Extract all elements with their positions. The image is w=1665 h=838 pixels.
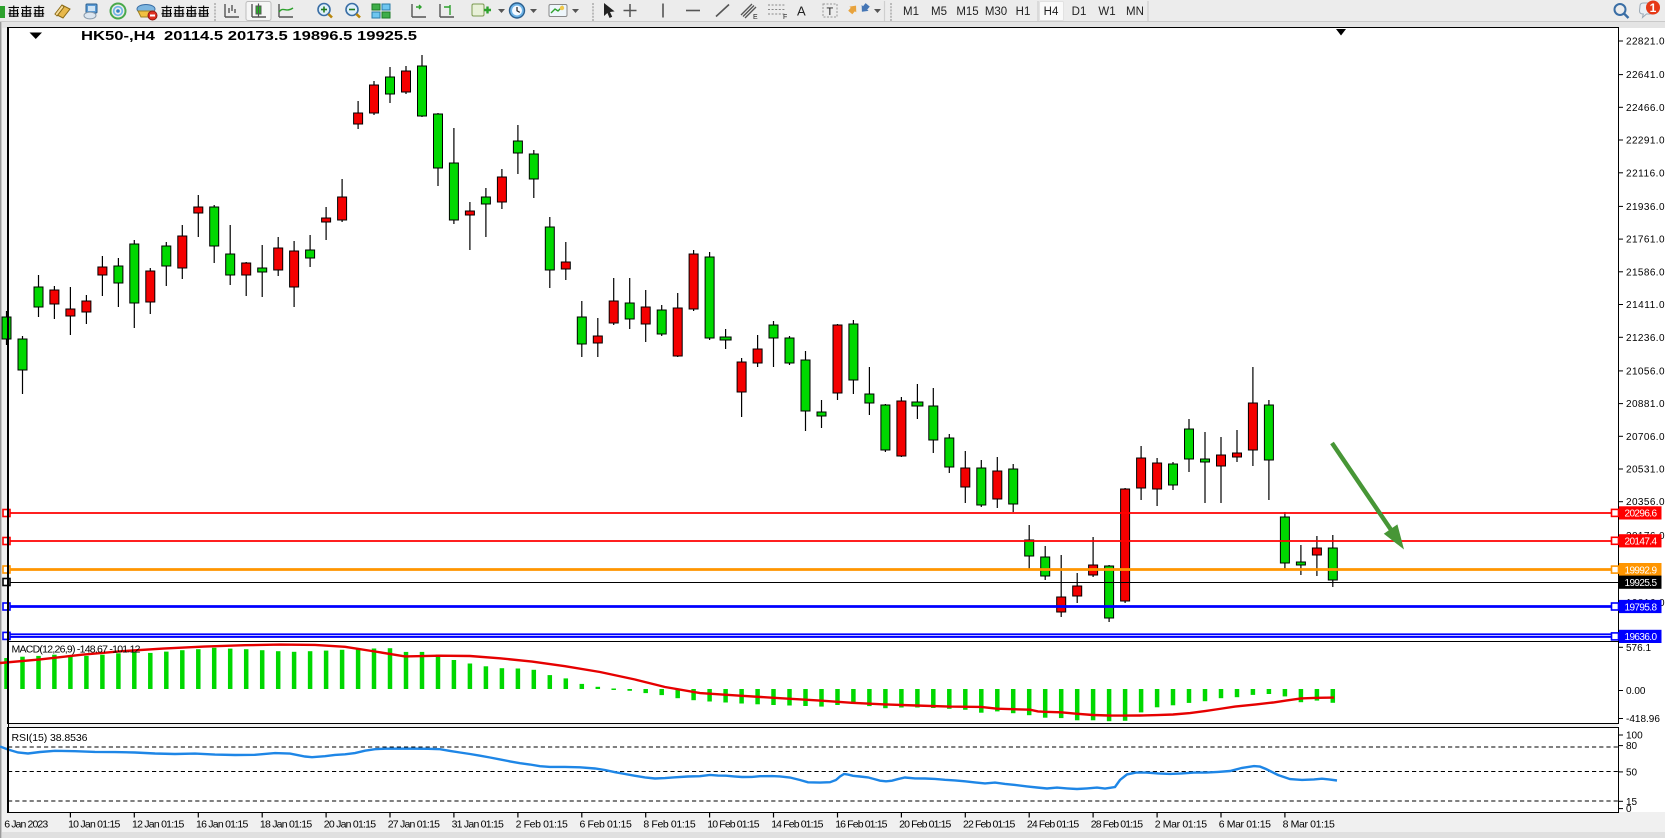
svg-text:20881.0: 20881.0 (1626, 399, 1665, 410)
svg-text:H4: H4 (1044, 6, 1059, 18)
svg-text:50: 50 (1626, 767, 1638, 778)
svg-text:18 Jan 01:15: 18 Jan 01:15 (260, 819, 312, 831)
svg-text:80: 80 (1626, 741, 1638, 752)
svg-text:21936.0: 21936.0 (1626, 202, 1665, 213)
svg-text:8 Mar 01:15: 8 Mar 01:15 (1283, 819, 1335, 831)
svg-text:19795.8: 19795.8 (1625, 602, 1658, 613)
svg-text:22 Feb 01:15: 22 Feb 01:15 (963, 819, 1015, 831)
svg-text:H1: H1 (1016, 6, 1031, 18)
svg-text:15: 15 (1626, 797, 1638, 808)
svg-text:HK50-,H4 20114.5 20173.5 1989: HK50-,H4 20114.5 20173.5 19896.5 19925.5 (81, 28, 417, 43)
svg-text:31 Jan 01:15: 31 Jan 01:15 (452, 819, 504, 831)
svg-text:A: A (797, 4, 806, 19)
svg-text:6 Jan 2023: 6 Jan 2023 (4, 819, 48, 831)
svg-text:14 Feb 01:15: 14 Feb 01:15 (771, 819, 823, 831)
svg-text:10 Jan 01:15: 10 Jan 01:15 (68, 819, 120, 831)
svg-text:22116.0: 22116.0 (1626, 168, 1665, 179)
svg-text:MACD(12,26,9) -148.67 -101.12: MACD(12,26,9) -148.67 -101.12 (12, 644, 141, 656)
svg-text:24 Feb 01:15: 24 Feb 01:15 (1027, 819, 1079, 831)
svg-text:19636.0: 19636.0 (1625, 632, 1658, 643)
svg-text:6 Feb 01:15: 6 Feb 01:15 (580, 819, 632, 831)
svg-text:28 Feb 01:15: 28 Feb 01:15 (1091, 819, 1143, 831)
svg-text:100: 100 (1626, 731, 1643, 742)
svg-text:M15: M15 (956, 6, 978, 18)
svg-text:1: 1 (1650, 1, 1657, 15)
svg-text:20706.0: 20706.0 (1626, 432, 1665, 443)
svg-text:27 Jan 01:15: 27 Jan 01:15 (388, 819, 440, 831)
svg-text:19992.9: 19992.9 (1625, 565, 1658, 576)
svg-text:20531.0: 20531.0 (1626, 465, 1665, 476)
svg-text:21761.0: 21761.0 (1626, 235, 1665, 246)
svg-text:16 Jan 01:15: 16 Jan 01:15 (196, 819, 248, 831)
svg-text:F: F (783, 14, 787, 21)
svg-text:M5: M5 (931, 6, 947, 18)
svg-text:M1: M1 (903, 6, 919, 18)
svg-text:M30: M30 (985, 6, 1007, 18)
svg-text:0.00: 0.00 (1626, 686, 1646, 697)
svg-text:22641.0: 22641.0 (1626, 70, 1665, 81)
svg-text:2 Mar 01:15: 2 Mar 01:15 (1155, 819, 1207, 831)
svg-text:2 Feb 01:15: 2 Feb 01:15 (516, 819, 568, 831)
svg-text:8 Feb 01:15: 8 Feb 01:15 (643, 819, 695, 831)
svg-text:21056.0: 21056.0 (1626, 366, 1665, 377)
svg-text:16 Feb 01:15: 16 Feb 01:15 (835, 819, 887, 831)
svg-text:12 Jan 01:15: 12 Jan 01:15 (132, 819, 184, 831)
svg-text:RSI(15) 38.8536: RSI(15) 38.8536 (12, 732, 88, 744)
svg-text:20296.6: 20296.6 (1625, 509, 1658, 520)
svg-text:20 Feb 01:15: 20 Feb 01:15 (899, 819, 951, 831)
svg-text:21236.0: 21236.0 (1626, 333, 1665, 344)
svg-text:W1: W1 (1098, 6, 1115, 18)
svg-text:D1: D1 (1072, 6, 1087, 18)
svg-text:6 Mar 01:15: 6 Mar 01:15 (1219, 819, 1271, 831)
svg-text:T: T (827, 6, 834, 18)
svg-text:MN: MN (1126, 6, 1144, 18)
svg-text:21586.0: 21586.0 (1626, 267, 1665, 278)
svg-text:22466.0: 22466.0 (1626, 103, 1665, 114)
svg-text:E: E (753, 14, 758, 21)
svg-text:21411.0: 21411.0 (1626, 300, 1665, 311)
svg-text:22291.0: 22291.0 (1626, 136, 1665, 147)
svg-text:0: 0 (1626, 804, 1632, 815)
svg-text:-418.96: -418.96 (1626, 714, 1660, 725)
svg-text:22821.0: 22821.0 (1626, 37, 1665, 48)
svg-text:20356.0: 20356.0 (1626, 497, 1665, 508)
svg-text:19925.5: 19925.5 (1625, 578, 1658, 589)
svg-text:576.1: 576.1 (1626, 643, 1651, 654)
svg-text:20147.4: 20147.4 (1625, 537, 1658, 548)
svg-text:10 Feb 01:15: 10 Feb 01:15 (707, 819, 759, 831)
svg-text:20 Jan 01:15: 20 Jan 01:15 (324, 819, 376, 831)
